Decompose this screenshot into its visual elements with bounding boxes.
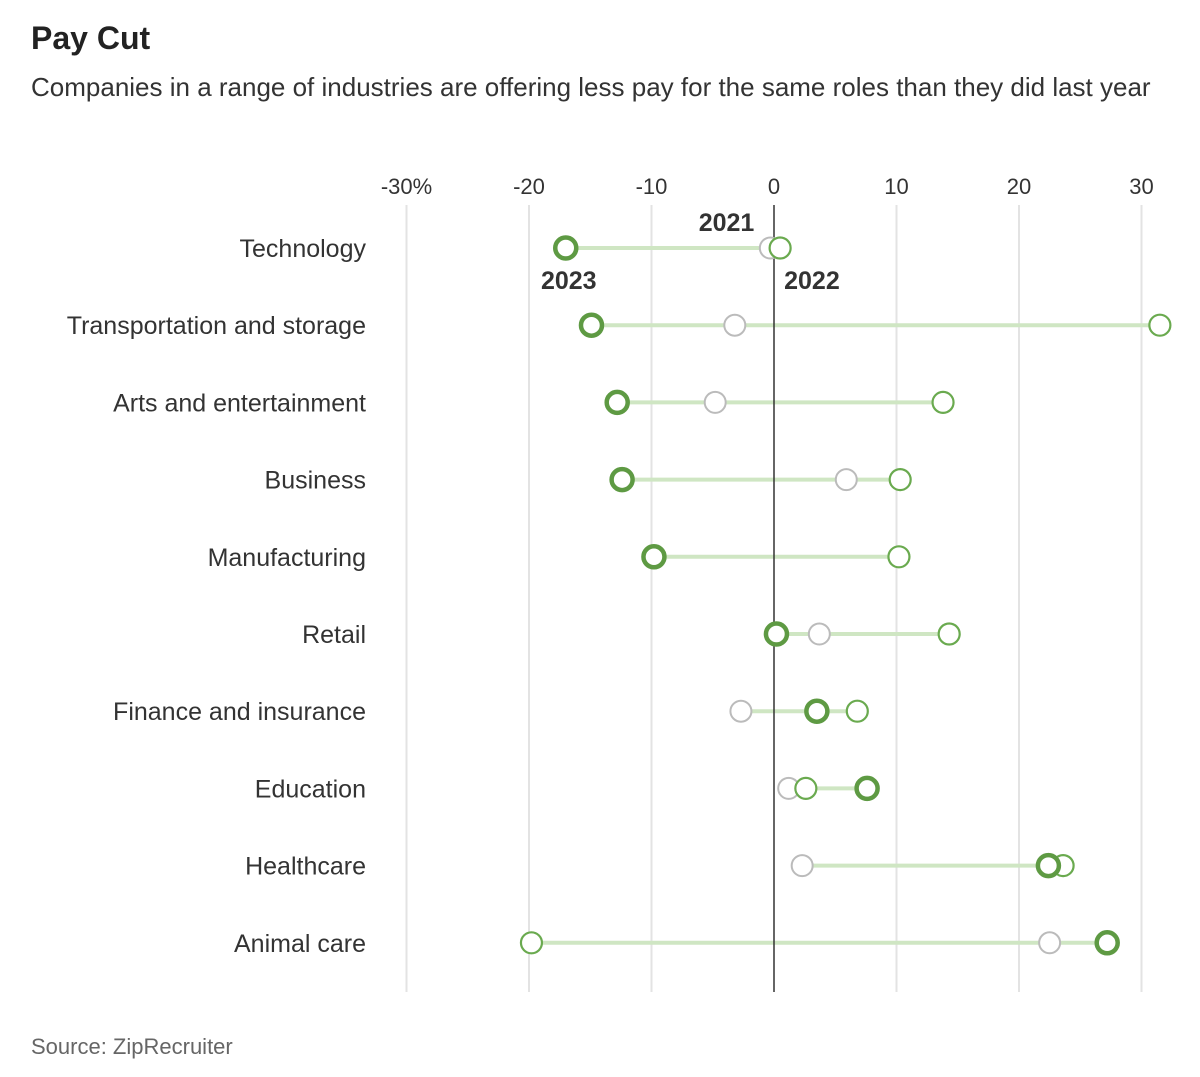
dot-2023 — [553, 235, 579, 261]
dot-2022 — [888, 468, 912, 492]
x-tick-label: 10 — [884, 174, 908, 199]
dot-2023 — [763, 621, 790, 647]
dot-2023 — [804, 698, 830, 724]
connectors — [531, 246, 1160, 945]
category-label: Transportation and storage — [67, 312, 366, 340]
source-note: Source: ZipRecruiter — [31, 1034, 233, 1059]
dot-2023 — [854, 775, 880, 802]
grid-lines — [405, 205, 1143, 992]
x-tick-label: 0 — [768, 174, 780, 199]
dot-2021 — [834, 468, 858, 492]
dot-2021 — [807, 622, 831, 646]
annotation-2021: 2021 — [699, 209, 755, 237]
category-label: Retail — [302, 621, 366, 649]
dot-2023 — [641, 544, 667, 570]
year-annotations: 2021 2023 2022 — [541, 209, 840, 295]
dot-2022 — [794, 776, 818, 801]
x-tick-label: -20 — [513, 174, 545, 199]
dot-2023 — [578, 312, 605, 338]
dot-2021 — [1038, 931, 1062, 955]
dot-2021 — [703, 390, 727, 414]
chart-title: Pay Cut — [31, 20, 151, 56]
dot-2021 — [729, 699, 753, 723]
dot-2022 — [937, 622, 961, 646]
dot-2023 — [609, 466, 635, 493]
dot-2022 — [1148, 313, 1172, 337]
dot-2021 — [790, 854, 814, 878]
category-label: Business — [265, 467, 366, 495]
annotation-2023: 2023 — [541, 267, 597, 295]
category-label: Animal care — [234, 930, 366, 958]
category-label: Healthcare — [245, 853, 366, 881]
annotation-2022: 2022 — [784, 267, 840, 295]
x-tick-label: -30% — [381, 174, 432, 199]
dot-2021 — [723, 313, 747, 337]
dot-2022 — [768, 236, 792, 260]
x-tick-label: 20 — [1007, 174, 1031, 199]
dot-2023 — [1035, 852, 1062, 879]
x-tick-label: -10 — [636, 174, 668, 199]
category-label: Finance and insurance — [113, 698, 366, 726]
category-label: Technology — [240, 235, 367, 263]
dot-2023 — [604, 389, 630, 416]
chart-subtitle: Companies in a range of industries are o… — [31, 72, 1151, 102]
dot-2022 — [887, 545, 911, 569]
category-labels: Technology Transportation and storage Arts… — [67, 235, 367, 958]
x-tick-label: 30 — [1129, 174, 1153, 199]
dot-2022 — [931, 390, 955, 414]
x-axis-ticks: -30% -20 -10 0 10 20 30 — [381, 174, 1154, 199]
dot-2022 — [519, 931, 544, 955]
dot-2022 — [845, 699, 869, 723]
category-label: Manufacturing — [208, 544, 366, 572]
dot-2023 — [1094, 930, 1120, 956]
category-label: Arts and entertainment — [113, 389, 366, 417]
category-label: Education — [255, 775, 366, 803]
dots — [519, 235, 1172, 956]
